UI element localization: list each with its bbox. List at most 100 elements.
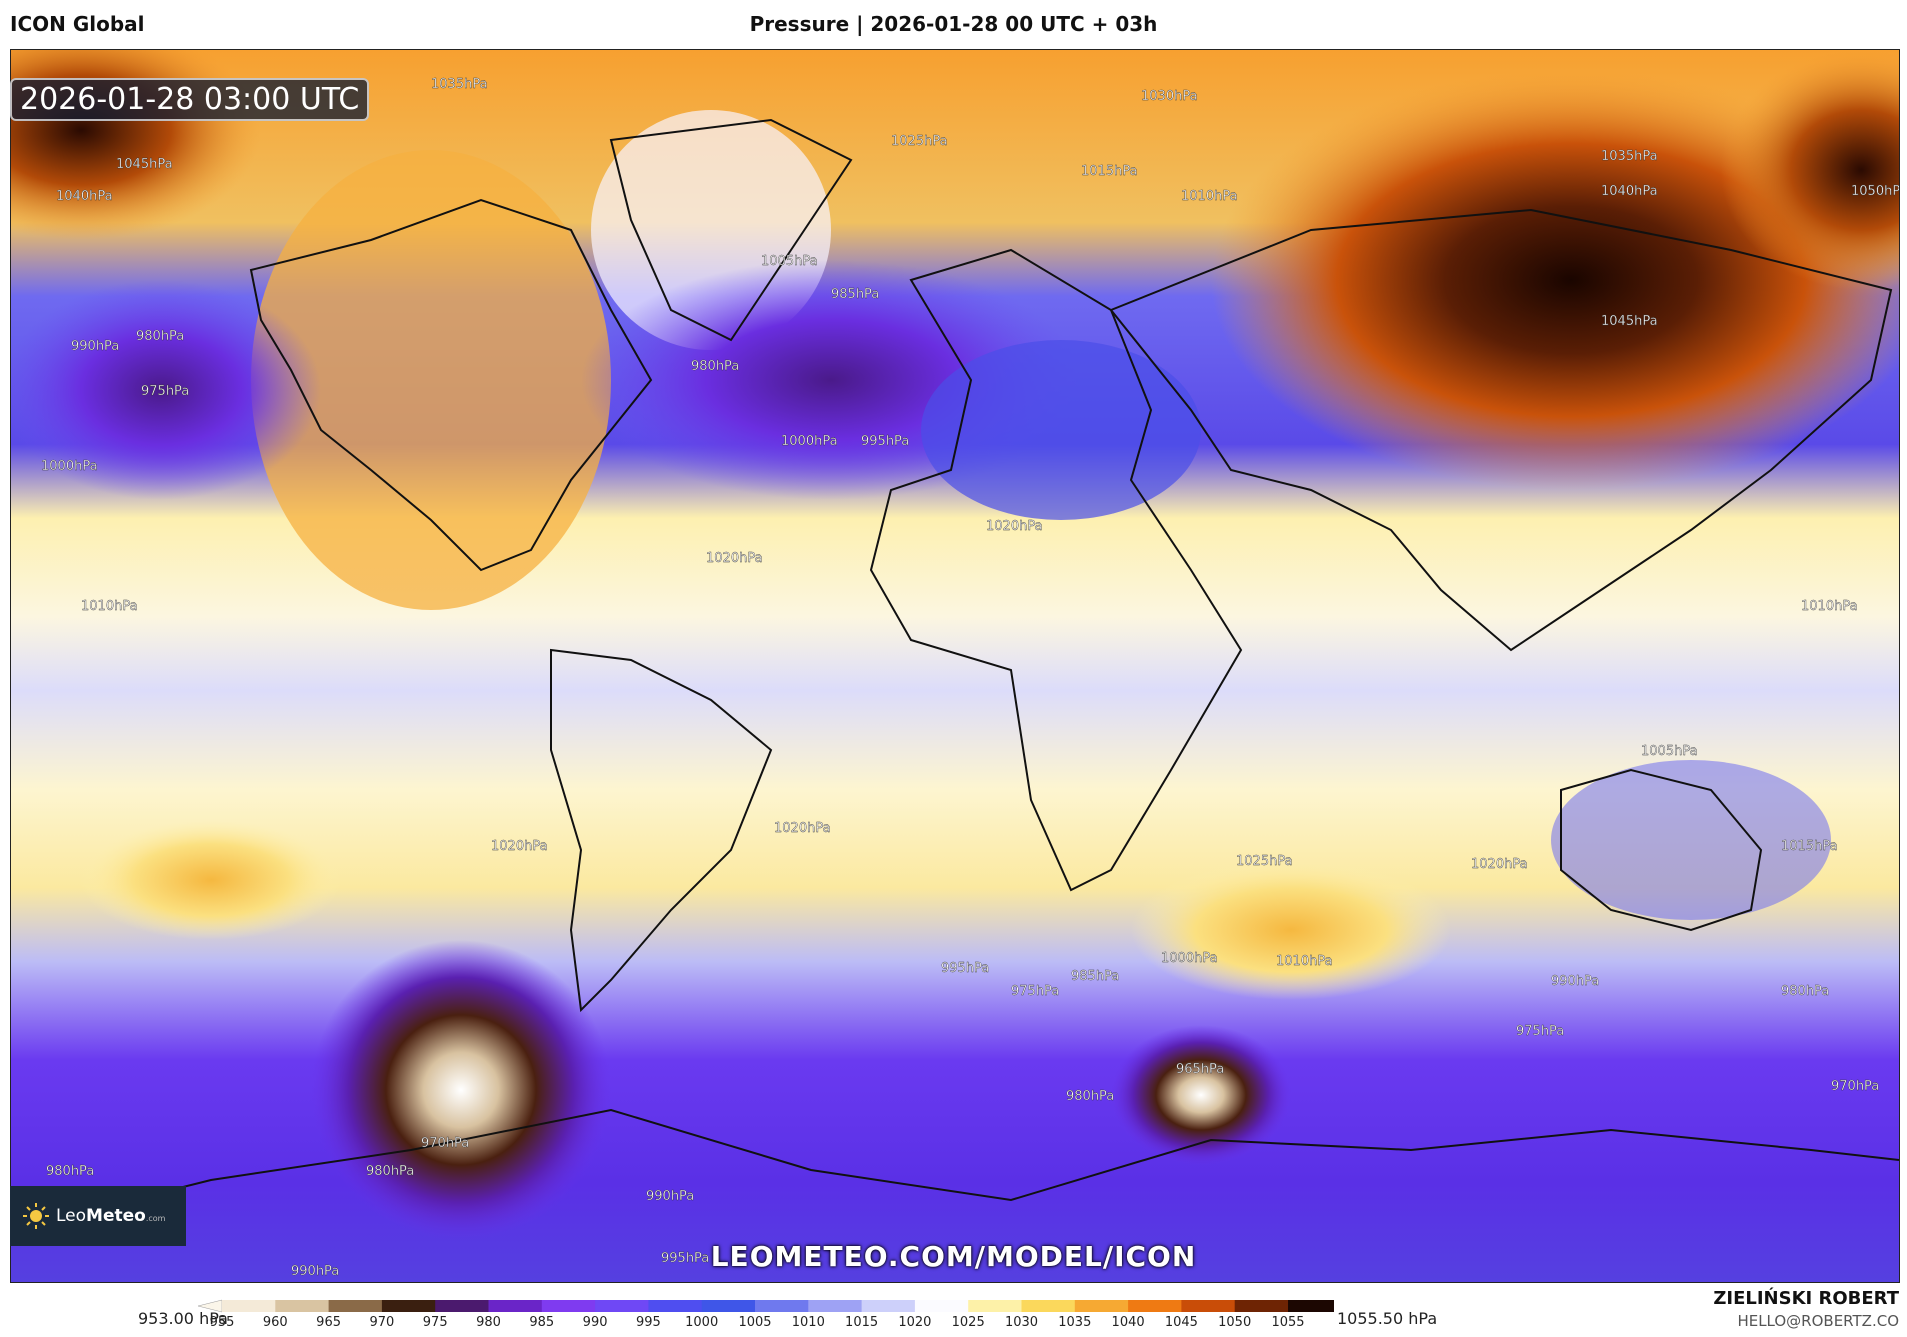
contour-label: 1050hPa <box>1851 184 1900 199</box>
contour-label: 975hPa <box>1516 1024 1564 1039</box>
contour-label: 985hPa <box>1071 969 1119 984</box>
colorbar-min-arrow <box>198 1299 223 1313</box>
logo-text: LeoMeteo.com <box>56 1206 166 1226</box>
contour-label: 995hPa <box>861 434 909 449</box>
contour-label: 965hPa <box>1176 1062 1224 1077</box>
antarctica-outline <box>11 1108 1899 1231</box>
colorbar-segment <box>648 1300 703 1312</box>
colorbar-segment <box>1128 1300 1182 1312</box>
contour-labels: 1035hPa 1030hPa 1045hPa 1040hPa 1025hPa … <box>41 77 1900 1279</box>
greenland-outline <box>609 118 853 342</box>
high-pressure-south-atlantic <box>1131 860 1451 1000</box>
contour-label: 1000hPa <box>1161 951 1218 966</box>
colorbar-segment <box>595 1300 649 1312</box>
leometeo-logo[interactable]: LeoMeteo.com <box>10 1186 186 1246</box>
contour-label: 1020hPa <box>1471 857 1528 872</box>
colorbar-tick-label: 995 <box>636 1315 661 1330</box>
colorbar-tick-label: 1035 <box>1058 1315 1091 1330</box>
coastlines <box>11 118 1899 1231</box>
south-america-outline <box>550 648 773 1013</box>
contour-label: 1020hPa <box>774 821 831 836</box>
watermark-url[interactable]: LEOMETEO.COM/MODEL/ICON <box>710 1240 1197 1273</box>
valid-time-stamp: 2026-01-28 03:00 UTC <box>10 78 370 121</box>
contour-label: 1030hPa <box>1141 89 1198 104</box>
contour-label: 995hPa <box>941 961 989 976</box>
high-pressure-northeast <box>1721 50 1899 290</box>
colorbar-tick-label: 955 <box>210 1315 235 1330</box>
colorbar-tick-label: 990 <box>583 1315 608 1330</box>
contour-label: 1020hPa <box>491 839 548 854</box>
colorbar-tick-label: 960 <box>263 1315 288 1330</box>
asia-outline <box>1109 208 1893 652</box>
colorbar-segment <box>808 1300 863 1312</box>
pressure-map: 1035hPa 1030hPa 1045hPa 1040hPa 1025hPa … <box>10 49 1900 1283</box>
contour-label: 1000hPa <box>41 459 98 474</box>
colorbar-segment <box>755 1300 809 1312</box>
contour-label: 1035hPa <box>431 77 488 92</box>
contour-label: 985hPa <box>831 287 879 302</box>
sun-icon <box>23 1203 49 1229</box>
contour-label: 1005hPa <box>1641 744 1698 759</box>
contour-label: 1015hPa <box>1781 839 1838 854</box>
contour-label: 1010hPa <box>81 599 138 614</box>
contour-label: 980hPa <box>1781 984 1829 999</box>
author-name: ZIELIŃSKI ROBERT <box>1713 1288 1899 1309</box>
colorbar-tick-label: 980 <box>476 1315 501 1330</box>
contour-label: 970hPa <box>421 1136 469 1151</box>
colorbar-tick-label: 1030 <box>1005 1315 1038 1330</box>
low-pressure-north-pacific <box>11 280 321 500</box>
colorbar-segment <box>1074 1300 1129 1312</box>
colorbar-tick-label: 1050 <box>1218 1315 1251 1330</box>
contour-label: 1010hPa <box>1181 189 1238 204</box>
author-email[interactable]: HELLO@ROBERTZ.CO <box>1737 1312 1899 1330</box>
contour-label: 980hPa <box>691 359 739 374</box>
pressure-colorbar: 955 960 965 970 975 980 985 990 995 1000 1005 1010 1… <box>198 1299 1334 1330</box>
contour-label: 990hPa <box>71 339 119 354</box>
colorbar-tick-label: 985 <box>529 1315 554 1330</box>
contour-label: 980hPa <box>136 329 184 344</box>
colorbar-segment <box>914 1300 969 1312</box>
colorbar-tick-label: 1005 <box>738 1315 771 1330</box>
colorbar-segment <box>275 1300 330 1312</box>
colorbar-min-label: 953.00 hPa <box>138 1309 228 1328</box>
contour-label: 1015hPa <box>1081 164 1138 179</box>
contour-label: 1035hPa <box>1601 149 1658 164</box>
colorbar-tick-label: 1025 <box>952 1315 985 1330</box>
contour-label: 1025hPa <box>891 134 948 149</box>
contour-label: 1025hPa <box>1236 854 1293 869</box>
contour-label: 980hPa <box>46 1164 94 1179</box>
colorbar-tick-label: 1015 <box>845 1315 878 1330</box>
low-pressure-southern-indian <box>1111 1025 1291 1165</box>
colorbar-tick-label: 970 <box>369 1315 394 1330</box>
colorbar-tick-label: 975 <box>423 1315 448 1330</box>
contour-label: 1000hPa <box>781 434 838 449</box>
colorbar-segment <box>488 1300 543 1312</box>
contour-label: 1040hPa <box>1601 184 1658 199</box>
high-pressure-south-pacific <box>81 820 341 940</box>
colorbar-segment <box>1021 1300 1076 1312</box>
colorbar-tick-label: 965 <box>316 1315 341 1330</box>
colorbar-segment <box>1181 1300 1236 1312</box>
colorbar-tick-label: 1020 <box>898 1315 931 1330</box>
colorbar-tick-label: 1040 <box>1112 1315 1145 1330</box>
colorbar-tick-label: 1045 <box>1165 1315 1198 1330</box>
contour-label: 980hPa <box>366 1164 414 1179</box>
contour-label: 1020hPa <box>706 551 763 566</box>
colorbar-segment <box>381 1300 436 1312</box>
colorbar-max-label: 1055.50 hPa <box>1337 1309 1438 1328</box>
contour-label: 1040hPa <box>56 189 113 204</box>
contour-label: 1045hPa <box>116 157 173 172</box>
north-america-outline <box>249 198 653 572</box>
contour-label: 995hPa <box>661 1251 709 1266</box>
colorbar-segment <box>328 1300 383 1312</box>
model-name: ICON Global <box>10 12 145 36</box>
contour-label: 990hPa <box>646 1189 694 1204</box>
colorbar-segment <box>968 1300 1022 1312</box>
colorbar-segment <box>222 1300 276 1312</box>
contour-label: 1010hPa <box>1801 599 1858 614</box>
contour-label: 1020hPa <box>986 519 1043 534</box>
colorbar-segment <box>1234 1300 1289 1312</box>
colorbar-segment <box>435 1300 489 1312</box>
contour-label: 990hPa <box>1551 974 1599 989</box>
europe-africa-outline <box>869 248 1243 892</box>
